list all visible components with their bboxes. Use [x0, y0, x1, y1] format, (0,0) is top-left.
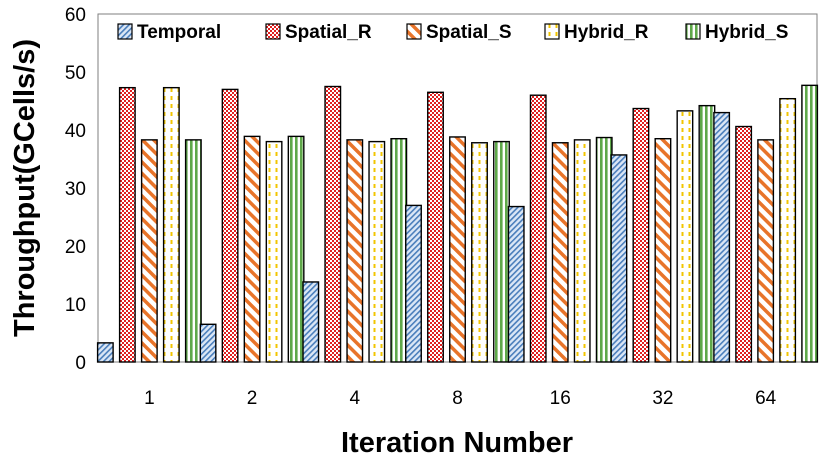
- bar-spatial-s: [551, 142, 569, 363]
- bar-spatial-r: [529, 94, 547, 363]
- bar-hybrid-r: [573, 139, 591, 363]
- bar-spatial-s: [449, 136, 466, 363]
- bar-temporal: [507, 205, 525, 363]
- legend-swatch: [544, 23, 560, 40]
- x-tick-label: 8: [452, 388, 463, 409]
- y-tick-label: 60: [65, 5, 86, 26]
- bar-hybrid-r: [368, 140, 386, 363]
- bar-spatial-r: [118, 86, 136, 363]
- bars: [96, 84, 819, 363]
- x-tick-label: 1: [144, 388, 155, 409]
- bar-spatial-s: [757, 139, 775, 363]
- y-axis-ticks: 0 10 20 30 40 50 60: [65, 5, 86, 374]
- y-tick-label: 20: [65, 237, 86, 258]
- bar-hybrid-s: [595, 136, 613, 363]
- legend-swatch: [265, 23, 281, 40]
- legend-label: Spatial_S: [426, 22, 512, 43]
- x-tick-label: 16: [550, 388, 571, 409]
- bar-temporal: [302, 281, 320, 363]
- bar-hybrid-s: [698, 104, 716, 363]
- bar-hybrid-s: [493, 140, 510, 363]
- legend-label: Hybrid_R: [564, 22, 649, 43]
- bar-spatial-s: [654, 137, 672, 363]
- bar-hybrid-r: [676, 110, 694, 363]
- legend-swatch: [685, 23, 701, 40]
- bar-hybrid-s: [184, 139, 202, 363]
- x-axis-title: Iteration Number: [341, 427, 573, 458]
- y-tick-label: 30: [65, 179, 86, 200]
- bar-spatial-r: [427, 91, 444, 363]
- x-tick-label: 64: [755, 388, 777, 409]
- bar-spatial-r: [735, 125, 753, 363]
- y-tick-label: 10: [65, 295, 86, 316]
- y-axis-title: Throughput(GCells/s): [9, 39, 41, 337]
- x-tick-label: 2: [247, 388, 258, 409]
- bar-spatial-r: [632, 107, 650, 363]
- legend-label: Spatial_R: [285, 22, 372, 43]
- bar-hybrid-s: [801, 84, 819, 363]
- bar-spatial-s: [243, 135, 261, 363]
- bar-spatial-s: [346, 139, 364, 363]
- y-tick-label: 50: [65, 63, 86, 84]
- legend-swatch: [406, 23, 422, 40]
- y-tick-label: 40: [65, 121, 86, 142]
- bar-hybrid-r: [779, 97, 797, 363]
- bar-temporal: [610, 154, 628, 363]
- bar-temporal: [713, 111, 731, 363]
- x-axis-ticks: 1 2 4 8 16 32 64: [144, 388, 777, 409]
- x-tick-label: 32: [652, 388, 673, 409]
- x-tick-label: 4: [349, 388, 360, 409]
- bar-hybrid-r: [471, 142, 488, 363]
- bar-spatial-s: [140, 139, 158, 363]
- legend-swatch: [117, 23, 133, 40]
- legend: Temporal Spatial_R Spatial_S Hybrid_R Hybrid…: [117, 22, 788, 43]
- bar-hybrid-r: [162, 86, 180, 363]
- bar-spatial-r: [324, 85, 342, 363]
- y-tick-label: 0: [75, 353, 86, 374]
- bar-hybrid-r: [265, 140, 283, 363]
- legend-label: Hybrid_S: [705, 22, 788, 43]
- bar-temporal: [96, 342, 114, 363]
- bar-temporal: [405, 204, 422, 363]
- legend-label: Temporal: [137, 22, 221, 43]
- bar-temporal: [199, 323, 217, 363]
- bar-hybrid-s: [287, 135, 305, 363]
- bar-spatial-r: [221, 88, 239, 363]
- bar-hybrid-s: [390, 137, 408, 363]
